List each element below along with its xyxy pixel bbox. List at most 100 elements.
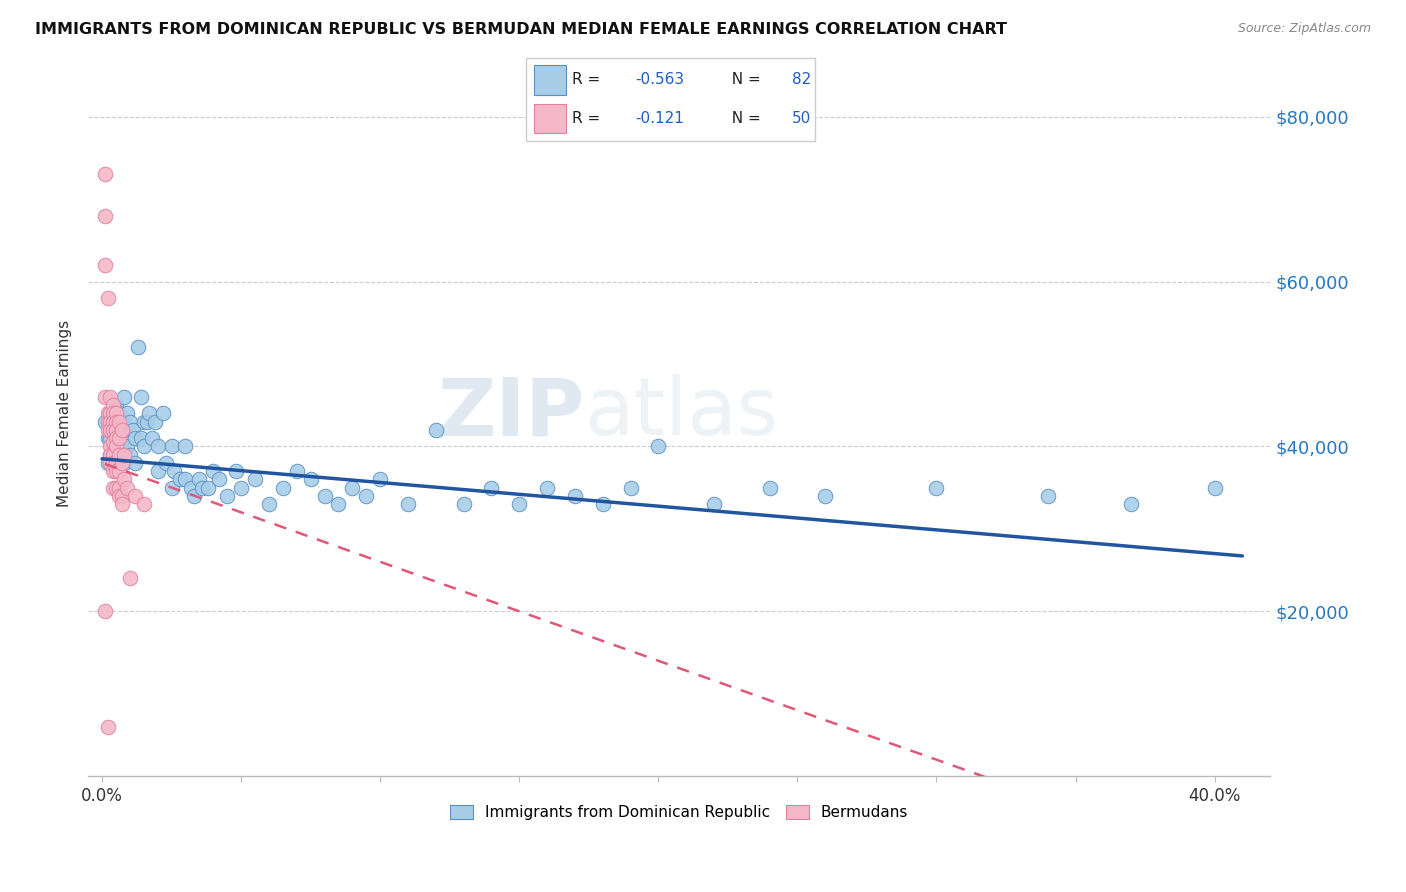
Point xyxy=(103,439,125,453)
Point xyxy=(146,439,169,453)
Point xyxy=(536,481,558,495)
Point xyxy=(132,415,155,429)
Point xyxy=(342,481,364,495)
Point xyxy=(564,489,586,503)
Point xyxy=(124,489,146,503)
Point xyxy=(104,464,127,478)
Point xyxy=(703,497,725,511)
Point xyxy=(229,481,252,495)
Point xyxy=(100,406,122,420)
Point xyxy=(202,464,225,478)
Point xyxy=(271,481,294,495)
Point xyxy=(103,423,125,437)
Point xyxy=(103,456,125,470)
Point xyxy=(155,456,177,470)
Point xyxy=(208,472,231,486)
Point xyxy=(104,423,127,437)
Point xyxy=(592,497,614,511)
Point xyxy=(94,258,117,272)
Point xyxy=(104,456,127,470)
Point xyxy=(163,464,186,478)
Point xyxy=(103,415,125,429)
Point xyxy=(368,472,391,486)
Point xyxy=(112,390,135,404)
Point xyxy=(481,481,503,495)
Point xyxy=(94,209,117,223)
Point xyxy=(100,439,122,453)
Point xyxy=(160,481,183,495)
Point xyxy=(299,472,322,486)
Point xyxy=(118,415,141,429)
Point xyxy=(104,439,127,453)
Point xyxy=(425,423,447,437)
Point xyxy=(243,472,266,486)
Point xyxy=(100,448,122,462)
Point xyxy=(174,472,197,486)
Point xyxy=(758,481,780,495)
Point xyxy=(112,448,135,462)
Point xyxy=(1036,489,1059,503)
Point xyxy=(107,456,129,470)
Point xyxy=(97,456,120,470)
Point xyxy=(115,439,138,453)
Point xyxy=(97,406,120,420)
Point xyxy=(129,431,152,445)
Point xyxy=(107,464,129,478)
Point xyxy=(97,720,120,734)
Point xyxy=(103,448,125,462)
Point xyxy=(115,481,138,495)
Y-axis label: Median Female Earnings: Median Female Earnings xyxy=(58,320,72,507)
Point xyxy=(152,406,174,420)
Text: ZIP: ZIP xyxy=(437,375,585,452)
Point xyxy=(110,423,132,437)
Point xyxy=(138,406,160,420)
Point xyxy=(110,456,132,470)
Text: Source: ZipAtlas.com: Source: ZipAtlas.com xyxy=(1237,22,1371,36)
Point xyxy=(1121,497,1143,511)
Point xyxy=(141,431,163,445)
Point xyxy=(1204,481,1226,495)
Point xyxy=(328,497,350,511)
Point xyxy=(107,448,129,462)
Point xyxy=(112,472,135,486)
Point xyxy=(107,489,129,503)
Point xyxy=(100,448,122,462)
Point xyxy=(115,406,138,420)
Point xyxy=(814,489,837,503)
Point xyxy=(169,472,191,486)
Point xyxy=(217,489,239,503)
Point xyxy=(124,456,146,470)
Point xyxy=(103,456,125,470)
Point xyxy=(110,497,132,511)
Point xyxy=(127,341,149,355)
Point xyxy=(225,464,247,478)
Point xyxy=(257,497,280,511)
Point xyxy=(100,431,122,445)
Point xyxy=(112,423,135,437)
Point xyxy=(135,415,157,429)
Point xyxy=(619,481,641,495)
Point xyxy=(314,489,336,503)
Point xyxy=(103,435,125,450)
Point xyxy=(110,439,132,453)
Point xyxy=(104,456,127,470)
Point xyxy=(118,448,141,462)
Point xyxy=(508,497,530,511)
Point xyxy=(107,431,129,445)
Point xyxy=(180,481,202,495)
Point xyxy=(160,439,183,453)
Text: IMMIGRANTS FROM DOMINICAN REPUBLIC VS BERMUDAN MEDIAN FEMALE EARNINGS CORRELATIO: IMMIGRANTS FROM DOMINICAN REPUBLIC VS BE… xyxy=(35,22,1007,37)
Point xyxy=(183,489,205,503)
Point xyxy=(453,497,475,511)
Point xyxy=(103,464,125,478)
Point xyxy=(146,464,169,478)
Point xyxy=(129,390,152,404)
Point xyxy=(118,571,141,585)
Point xyxy=(94,604,117,618)
Point xyxy=(104,423,127,437)
Point xyxy=(94,167,117,181)
Point xyxy=(103,398,125,412)
Point xyxy=(94,390,117,404)
Point xyxy=(100,415,122,429)
Point xyxy=(97,423,120,437)
